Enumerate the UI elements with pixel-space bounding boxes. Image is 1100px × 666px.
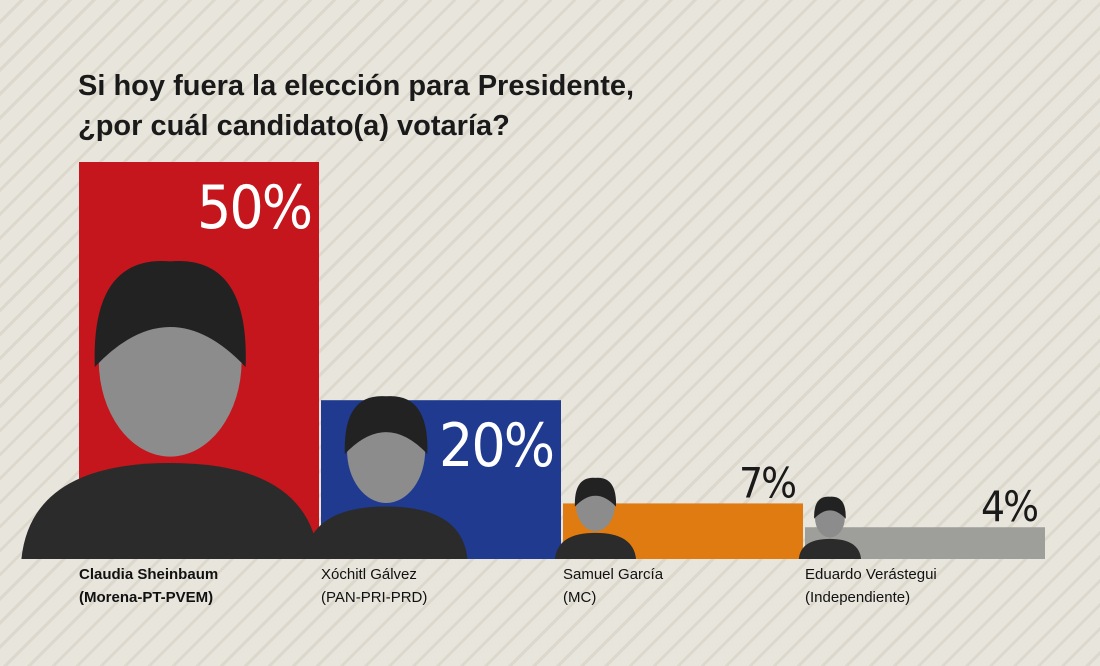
chart-title: Si hoy fuera la elección para Presidente…	[78, 70, 634, 102]
party-label: (Morena-PT-PVEM)	[79, 589, 213, 606]
x-tick-label: Samuel García	[563, 566, 664, 583]
portrait-body	[304, 506, 468, 559]
value-label: 20%	[439, 411, 553, 481]
x-tick-label: Xóchitl Gálvez	[321, 566, 417, 583]
portrait	[21, 261, 320, 559]
portrait-body	[798, 538, 862, 559]
portrait-body	[21, 463, 320, 559]
value-label: 4%	[981, 482, 1037, 531]
party-label: (Independiente)	[805, 589, 910, 606]
chart-title: ¿por cuál candidato(a) votaría?	[78, 110, 510, 142]
portrait	[554, 477, 637, 559]
portrait-hair	[94, 261, 246, 367]
portrait-hair	[814, 496, 846, 519]
portrait-hair	[344, 396, 428, 455]
value-label: 50%	[197, 173, 311, 243]
x-tick-label: Eduardo Verástegui	[805, 566, 937, 583]
party-label: (PAN-PRI-PRD)	[321, 589, 427, 606]
portrait-hair	[574, 477, 617, 507]
portrait	[304, 396, 468, 559]
x-tick-label: Claudia Sheinbaum	[79, 566, 218, 583]
portrait	[798, 496, 862, 559]
portrait-body	[554, 532, 637, 559]
party-label: (MC)	[563, 589, 596, 606]
value-label: 7%	[739, 458, 795, 507]
